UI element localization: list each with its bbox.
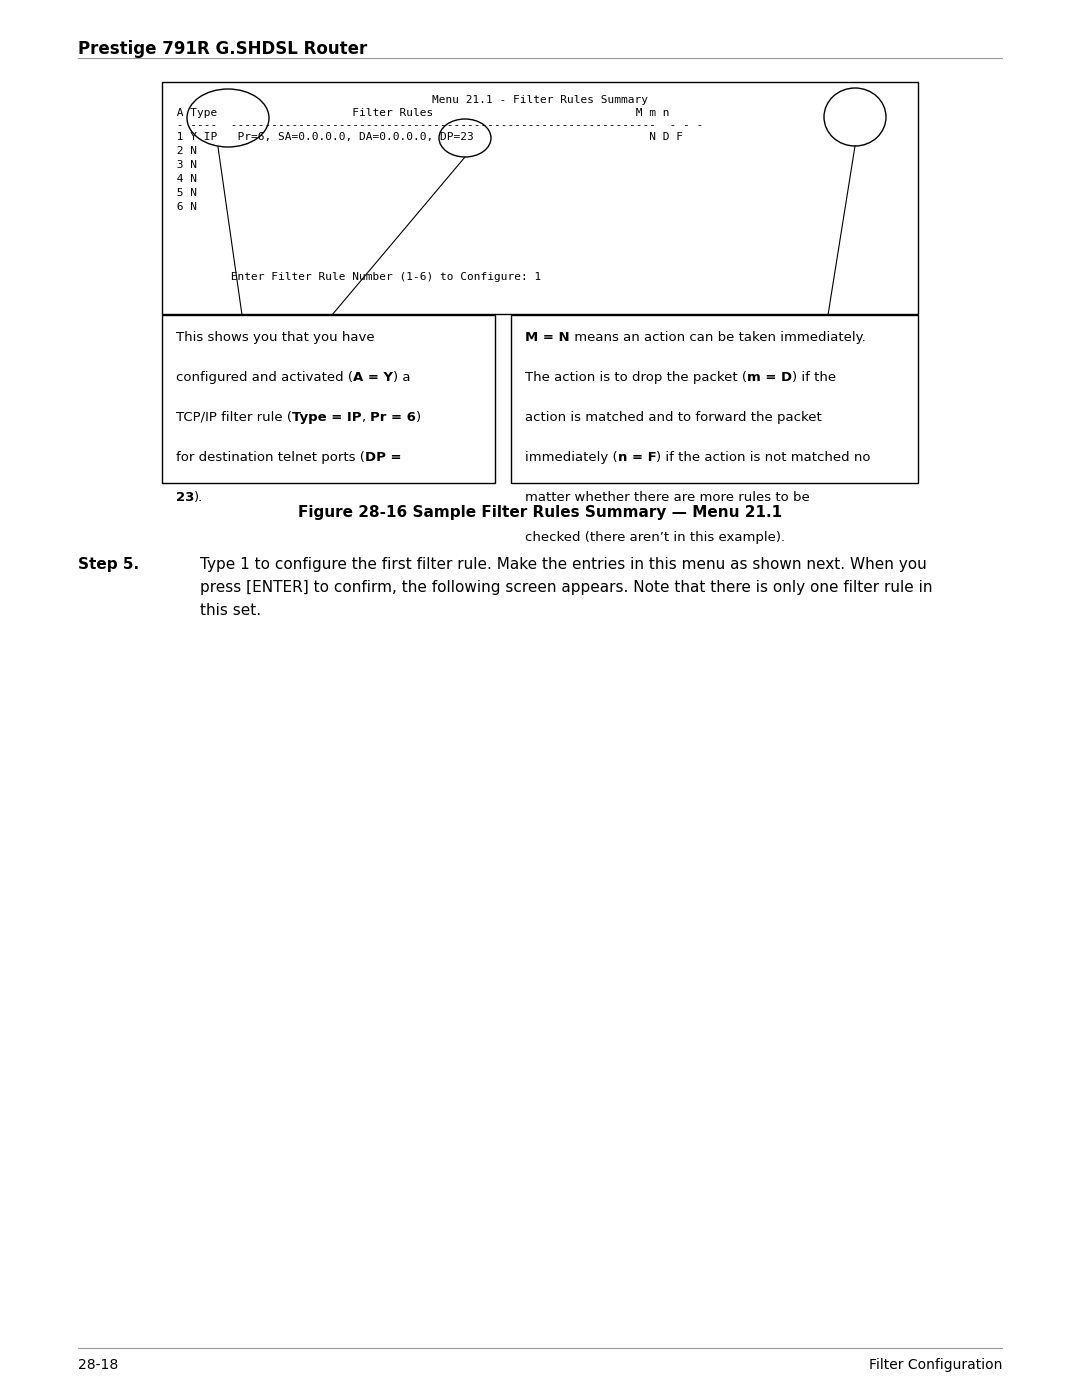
Text: ): ) bbox=[416, 411, 421, 425]
Text: 4 N: 4 N bbox=[170, 175, 197, 184]
Text: 5 N: 5 N bbox=[170, 189, 197, 198]
Text: ,: , bbox=[362, 411, 369, 425]
Text: Prestige 791R G.SHDSL Router: Prestige 791R G.SHDSL Router bbox=[78, 41, 367, 59]
Text: this set.: this set. bbox=[200, 604, 261, 617]
Text: 1 Y IP   Pr=6, SA=0.0.0.0, DA=0.0.0.0, DP=23                          N D F: 1 Y IP Pr=6, SA=0.0.0.0, DA=0.0.0.0, DP=… bbox=[170, 131, 683, 142]
Text: Filter Configuration: Filter Configuration bbox=[868, 1358, 1002, 1372]
Text: immediately (: immediately ( bbox=[525, 451, 618, 464]
Text: DP =: DP = bbox=[365, 451, 402, 464]
Text: ).: ). bbox=[194, 490, 204, 504]
Text: - ----  ---------------------------------------------------------------  - - -: - ---- ---------------------------------… bbox=[170, 120, 703, 130]
Text: Type 1 to configure the first filter rule. Make the entries in this menu as show: Type 1 to configure the first filter rul… bbox=[200, 557, 927, 571]
Text: press [ENTER] to confirm, the following screen appears. Note that there is only : press [ENTER] to confirm, the following … bbox=[200, 580, 932, 595]
Text: A = Y: A = Y bbox=[353, 372, 393, 384]
Text: M = N: M = N bbox=[525, 331, 569, 344]
Text: 28-18: 28-18 bbox=[78, 1358, 118, 1372]
Text: Menu 21.1 - Filter Rules Summary: Menu 21.1 - Filter Rules Summary bbox=[432, 95, 648, 105]
Text: checked (there aren’t in this example).: checked (there aren’t in this example). bbox=[525, 531, 785, 543]
Text: Enter Filter Rule Number (1-6) to Configure: 1: Enter Filter Rule Number (1-6) to Config… bbox=[170, 272, 541, 282]
Bar bbox=[162, 82, 918, 314]
Text: 2 N: 2 N bbox=[170, 147, 197, 156]
Text: means an action can be taken immediately.: means an action can be taken immediately… bbox=[569, 331, 865, 344]
Text: TCP/IP filter rule (: TCP/IP filter rule ( bbox=[176, 411, 292, 425]
Text: matter whether there are more rules to be: matter whether there are more rules to b… bbox=[525, 490, 810, 504]
Text: Pr = 6: Pr = 6 bbox=[369, 411, 416, 425]
Text: for destination telnet ports (: for destination telnet ports ( bbox=[176, 451, 365, 464]
Text: 3 N: 3 N bbox=[170, 161, 197, 170]
Text: Figure 28-16 Sample Filter Rules Summary — Menu 21.1: Figure 28-16 Sample Filter Rules Summary… bbox=[298, 504, 782, 520]
Text: 6 N: 6 N bbox=[170, 203, 197, 212]
Text: m = D: m = D bbox=[747, 372, 792, 384]
Text: This shows you that you have: This shows you that you have bbox=[176, 331, 375, 344]
Text: 23: 23 bbox=[176, 490, 194, 504]
Text: ) a: ) a bbox=[393, 372, 410, 384]
Text: The action is to drop the packet (: The action is to drop the packet ( bbox=[525, 372, 747, 384]
Text: action is matched and to forward the packet: action is matched and to forward the pac… bbox=[525, 411, 822, 425]
Text: ) if the: ) if the bbox=[792, 372, 836, 384]
Text: A Type                    Filter Rules                              M m n: A Type Filter Rules M m n bbox=[170, 108, 670, 117]
Text: ) if the action is not matched no: ) if the action is not matched no bbox=[657, 451, 870, 464]
Text: configured and activated (: configured and activated ( bbox=[176, 372, 353, 384]
Bar bbox=[162, 314, 495, 483]
Text: n = F: n = F bbox=[618, 451, 657, 464]
Text: Type = IP: Type = IP bbox=[292, 411, 362, 425]
Text: Step 5.: Step 5. bbox=[78, 557, 139, 571]
Bar bbox=[511, 314, 918, 483]
